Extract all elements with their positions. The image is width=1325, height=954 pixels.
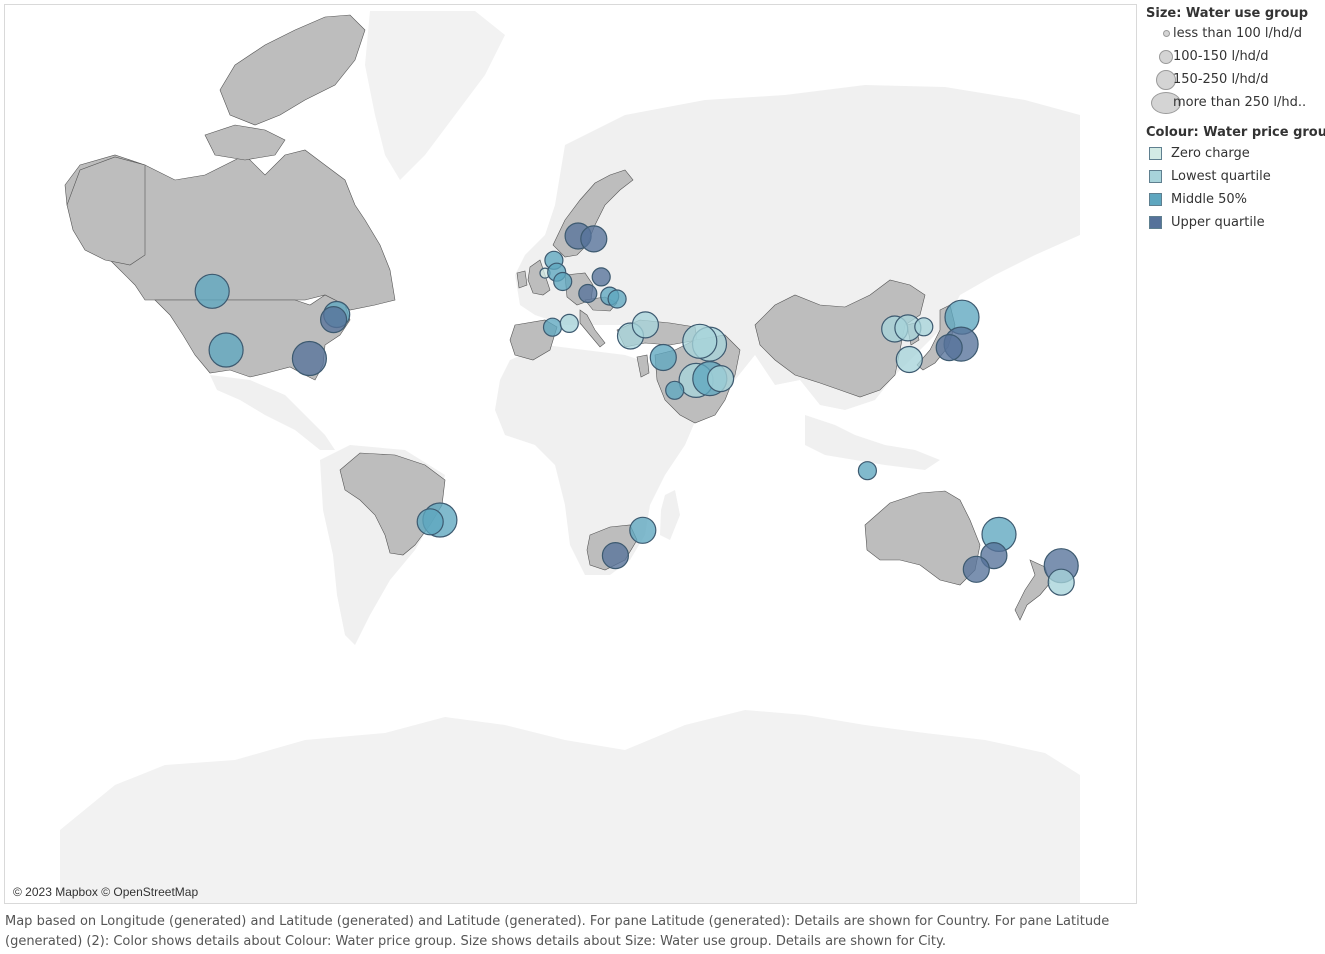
colour-legend-label: Middle 50% xyxy=(1171,192,1247,207)
land-australia[interactable] xyxy=(864,490,981,586)
map-caption: Map based on Longitude (generated) and L… xyxy=(5,914,1110,949)
city-marker[interactable] xyxy=(935,334,963,362)
size-legend-swatch xyxy=(1163,30,1170,37)
land-uk[interactable] xyxy=(527,259,551,296)
city-marker[interactable] xyxy=(682,323,718,359)
colour-swatch-lowest xyxy=(1149,170,1162,183)
land-seasia xyxy=(805,415,940,470)
city-marker[interactable] xyxy=(857,461,878,481)
city-marker[interactable] xyxy=(607,289,627,309)
city-marker[interactable] xyxy=(665,380,685,400)
colour-legend-label: Zero charge xyxy=(1171,146,1250,161)
colour-legend-title: Colour: Water price group xyxy=(1146,125,1325,140)
city-marker[interactable] xyxy=(914,317,934,337)
map-attribution[interactable]: © 2023 Mapbox © OpenStreetMap xyxy=(13,885,199,899)
land-italy[interactable] xyxy=(579,309,606,348)
legend-panel: Size: Water use group less than 100 l/hd… xyxy=(1146,6,1325,234)
land-canada-islands[interactable] xyxy=(219,14,366,126)
size-legend-item[interactable]: 100-150 l/hd/d xyxy=(1146,46,1324,69)
city-marker[interactable] xyxy=(629,516,657,544)
size-legend-item[interactable]: less than 100 l/hd/d xyxy=(1146,23,1324,46)
size-legend-item[interactable]: more than 250 l/hd.. xyxy=(1146,92,1324,115)
land-central-america xyxy=(210,375,335,450)
size-legend-swatch xyxy=(1156,70,1176,90)
land-layer xyxy=(60,11,1080,903)
city-marker[interactable] xyxy=(962,555,990,583)
colour-legend-label: Upper quartile xyxy=(1171,215,1265,230)
size-legend-label: 150-250 l/hd/d xyxy=(1173,72,1269,87)
colour-swatch-middle xyxy=(1149,193,1162,206)
size-legend-swatch xyxy=(1151,92,1181,114)
city-marker[interactable] xyxy=(194,273,230,309)
city-marker[interactable] xyxy=(601,541,630,570)
city-layer xyxy=(194,222,1079,596)
city-marker[interactable] xyxy=(591,267,611,287)
city-marker[interactable] xyxy=(320,306,348,334)
colour-swatch-upper xyxy=(1149,216,1162,229)
colour-legend-label: Lowest quartile xyxy=(1171,169,1271,184)
map-canvas[interactable] xyxy=(5,5,1136,903)
land-israel[interactable] xyxy=(636,354,650,378)
size-legend-title: Size: Water use group xyxy=(1146,6,1309,21)
land-greenland xyxy=(365,11,505,180)
city-marker[interactable] xyxy=(895,345,923,374)
colour-legend-item[interactable]: Upper quartile xyxy=(1146,211,1324,234)
city-marker[interactable] xyxy=(631,311,660,339)
size-legend-label: less than 100 l/hd/d xyxy=(1173,26,1303,41)
colour-legend-item[interactable]: Zero charge xyxy=(1146,142,1324,165)
city-marker[interactable] xyxy=(291,340,327,377)
size-legend-label: 100-150 l/hd/d xyxy=(1173,49,1269,64)
colour-legend-item[interactable]: Lowest quartile xyxy=(1146,165,1324,188)
land-africa xyxy=(495,345,700,575)
city-marker[interactable] xyxy=(542,317,563,337)
land-canada-islands-2[interactable] xyxy=(204,124,286,161)
colour-swatch-zero xyxy=(1149,147,1162,160)
city-marker[interactable] xyxy=(1047,568,1075,596)
land-madagascar xyxy=(660,490,680,540)
land-ireland[interactable] xyxy=(516,270,528,289)
land-canada[interactable] xyxy=(64,149,396,311)
size-legend-swatch xyxy=(1159,50,1173,64)
city-marker[interactable] xyxy=(416,508,444,536)
city-marker[interactable] xyxy=(208,332,244,368)
city-marker[interactable] xyxy=(559,313,579,333)
city-marker[interactable] xyxy=(578,283,598,304)
city-marker[interactable] xyxy=(649,343,677,372)
map-view[interactable]: © 2023 Mapbox © OpenStreetMap xyxy=(4,4,1137,904)
colour-legend-item[interactable]: Middle 50% xyxy=(1146,188,1324,211)
city-marker[interactable] xyxy=(706,365,735,393)
size-legend-label: more than 250 l/hd.. xyxy=(1173,95,1307,110)
city-marker[interactable] xyxy=(553,271,573,292)
land-alaska[interactable] xyxy=(66,156,146,266)
land-brazil[interactable] xyxy=(339,452,446,556)
city-marker[interactable] xyxy=(580,225,608,253)
land-antarctica xyxy=(60,710,1080,903)
size-legend-item[interactable]: 150-250 l/hd/d xyxy=(1146,69,1324,92)
